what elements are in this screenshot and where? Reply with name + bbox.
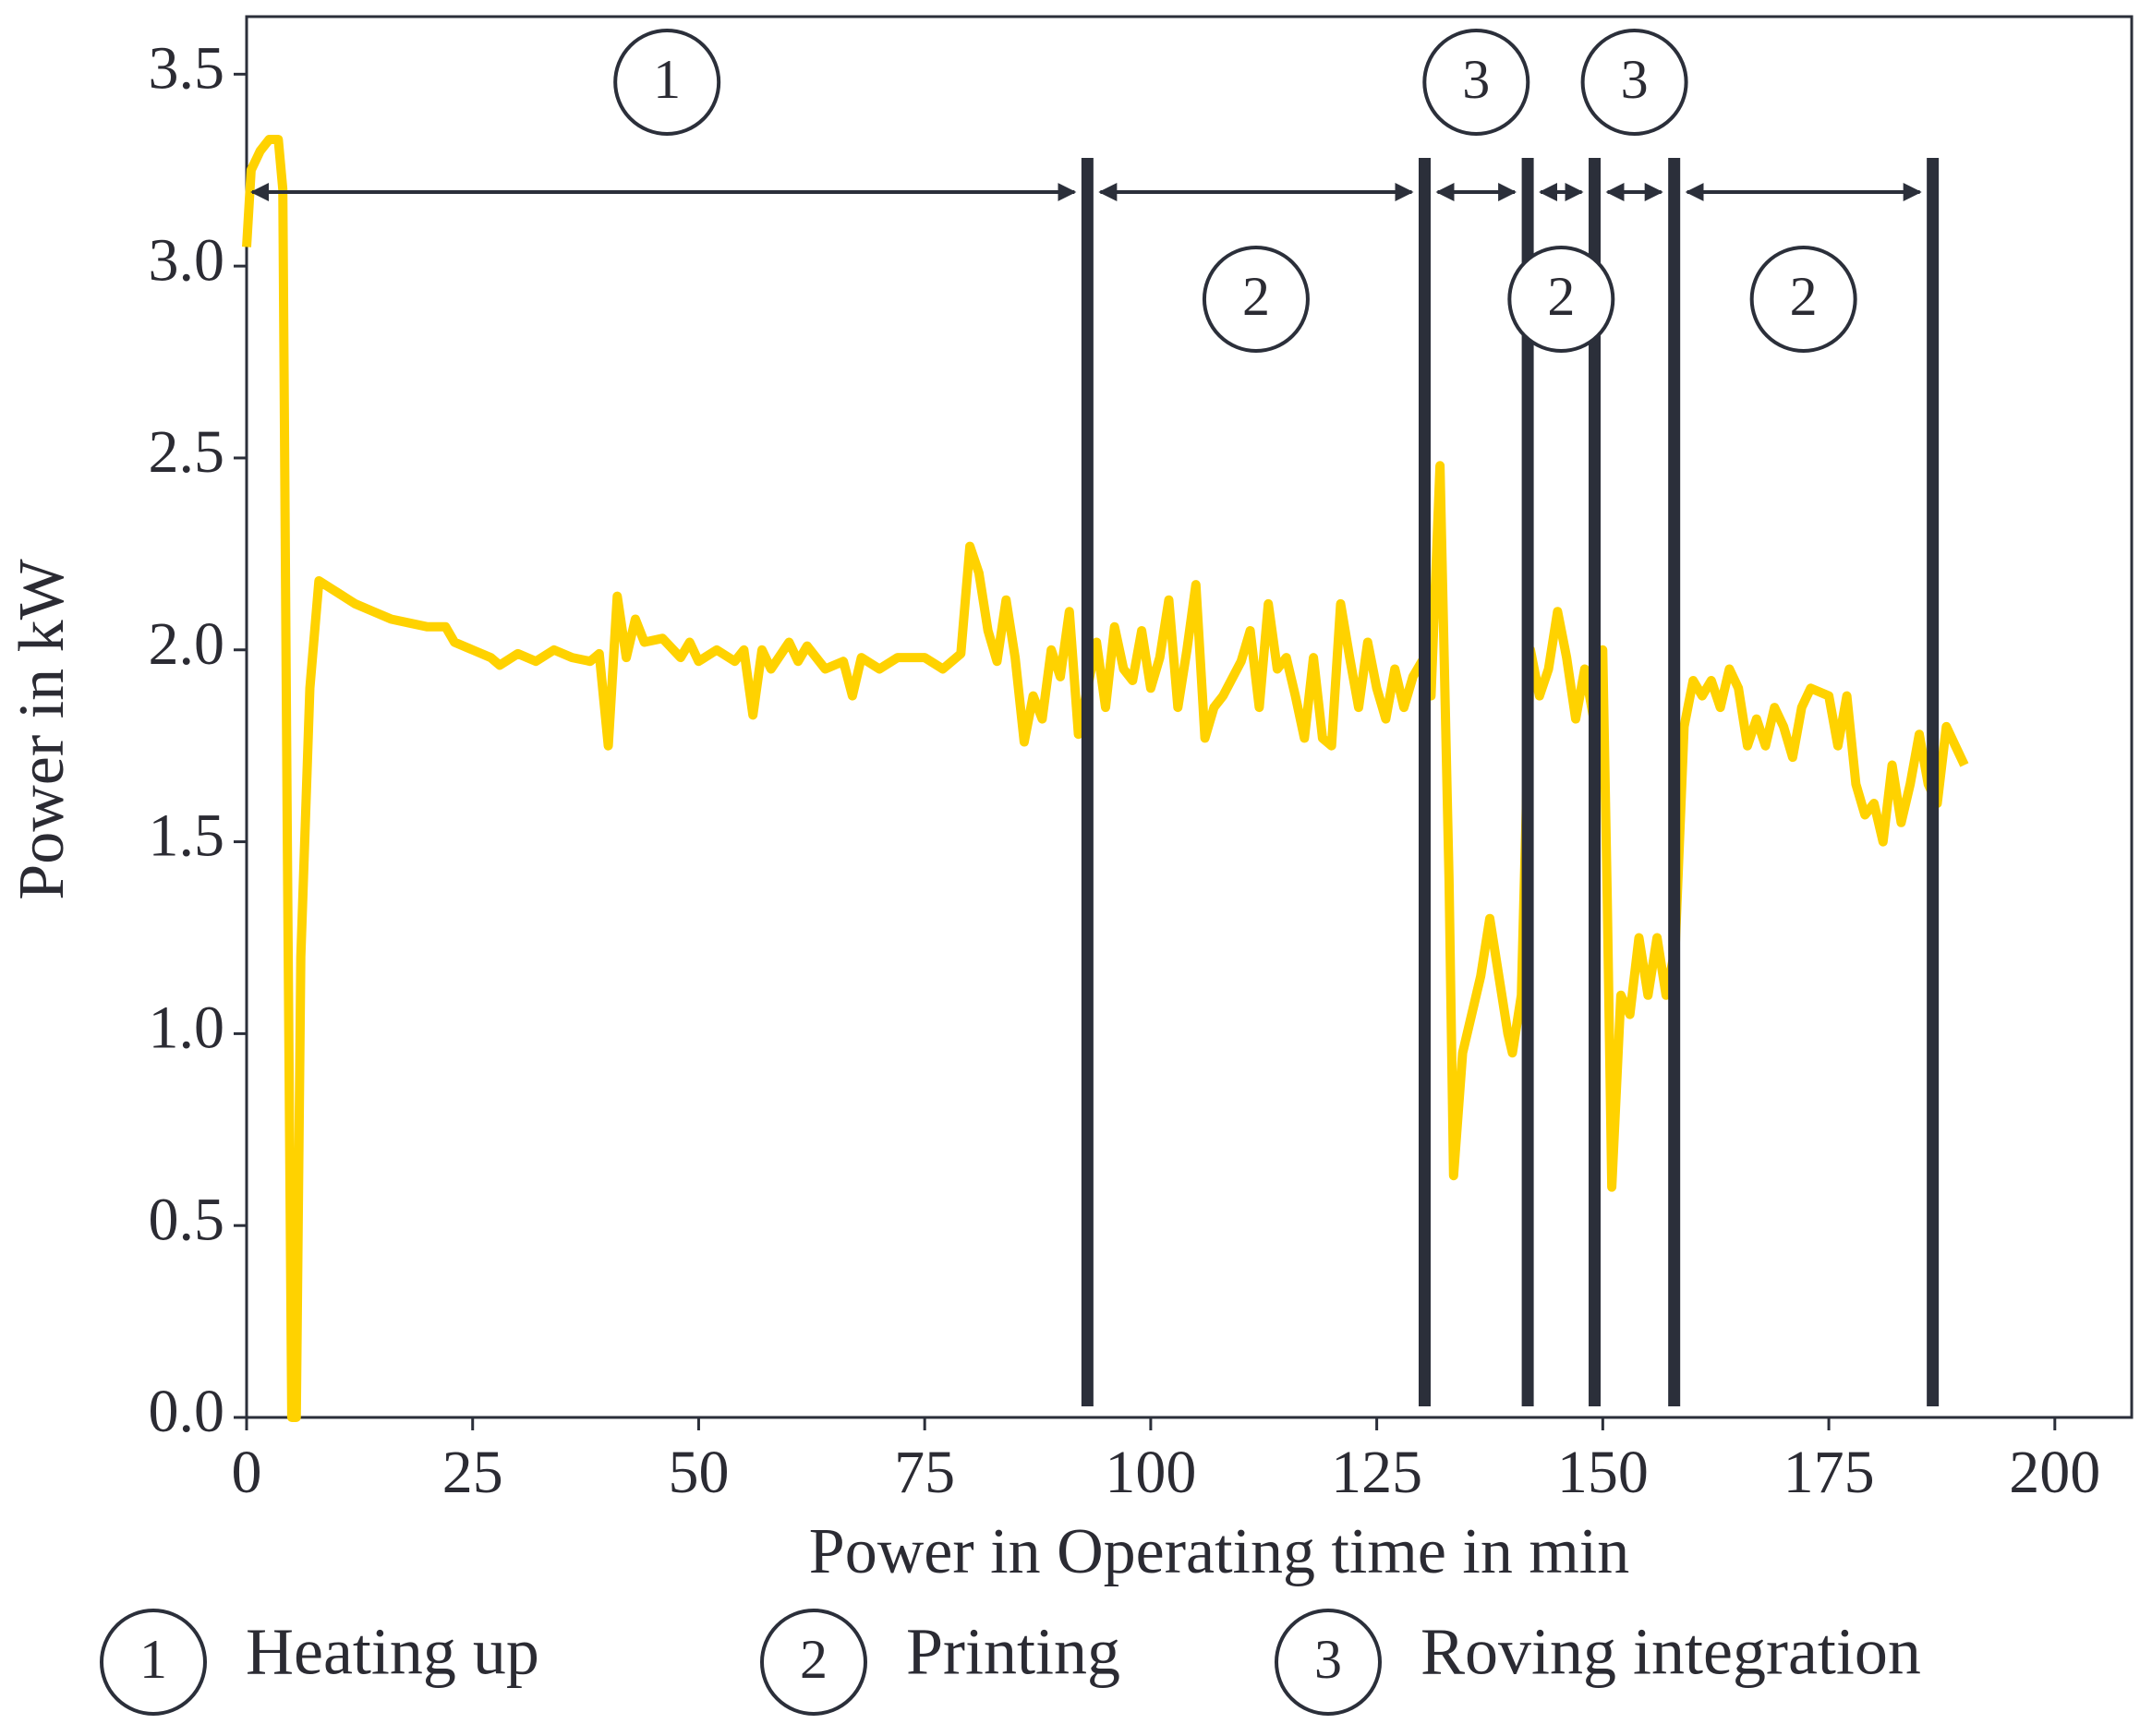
x-axis-title: Power in Operating time in min	[809, 1516, 1629, 1587]
legend-label: Roving integration	[1421, 1615, 1921, 1689]
y-tick-label: 3.0	[149, 226, 225, 294]
phase-badge	[1749, 246, 1857, 353]
x-tick-label: 125	[1331, 1439, 1422, 1506]
x-tick-label: 25	[442, 1439, 503, 1506]
legend-symbol: 3	[1314, 1629, 1342, 1690]
phase-badge	[1422, 29, 1530, 136]
y-tick-label: 1.0	[149, 995, 225, 1062]
x-tick-label: 0	[232, 1439, 262, 1506]
phase-badge	[1507, 246, 1615, 353]
data-line	[242, 135, 1969, 1422]
y-axis-title: Power in kW	[6, 559, 78, 899]
phase-label: 2	[1790, 266, 1818, 327]
phase-label: 2	[1547, 266, 1575, 327]
y-tick-label: 3.5	[149, 34, 225, 102]
phase-label: 3	[1462, 49, 1490, 110]
x-tick-label: 75	[894, 1439, 955, 1506]
legend-symbol: 1	[139, 1629, 167, 1690]
y-tick-label: 0.5	[149, 1186, 225, 1253]
legend-label: Printing	[906, 1615, 1120, 1689]
phase-badge	[1202, 246, 1310, 353]
x-tick-label: 175	[1783, 1439, 1875, 1506]
x-tick-label: 200	[2009, 1439, 2100, 1506]
plot-frame	[245, 15, 2134, 1419]
y-tick-label: 1.5	[149, 802, 225, 870]
phase-label: 3	[1621, 49, 1649, 110]
phase-label: 1	[653, 49, 681, 110]
legend-badge	[760, 1609, 867, 1716]
legend-symbol: 2	[800, 1629, 828, 1690]
legend-badge	[100, 1609, 207, 1716]
legend-label: Heating up	[246, 1615, 539, 1689]
y-tick-label: 0.0	[149, 1378, 225, 1445]
x-tick-label: 150	[1557, 1439, 1649, 1506]
x-tick-label: 50	[668, 1439, 729, 1506]
legend-badge	[1275, 1609, 1382, 1716]
y-tick-label: 2.0	[149, 610, 225, 678]
phase-badge	[613, 29, 721, 136]
y-tick-label: 2.5	[149, 418, 225, 486]
phase-badge	[1580, 29, 1688, 136]
x-tick-label: 100	[1105, 1439, 1196, 1506]
phase-label: 2	[1242, 266, 1270, 327]
